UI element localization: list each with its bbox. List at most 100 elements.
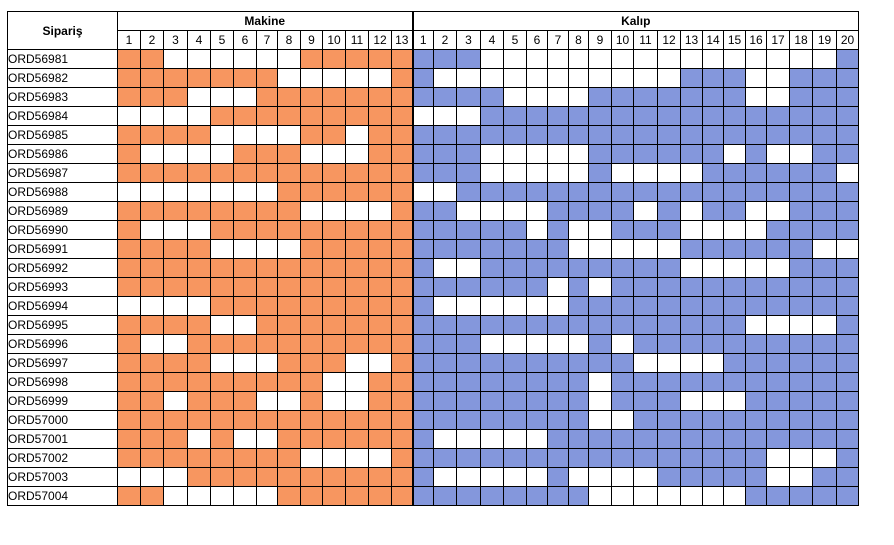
kalip-cell bbox=[766, 334, 790, 354]
makine-cell bbox=[163, 410, 188, 430]
kalip-cell bbox=[503, 201, 527, 221]
makine-cell bbox=[300, 467, 323, 487]
kalip-cell bbox=[680, 277, 703, 297]
kalip-cell bbox=[657, 144, 681, 164]
kalip-cell bbox=[480, 486, 504, 506]
makine-cell bbox=[391, 429, 413, 449]
kalip-cell bbox=[836, 391, 859, 411]
makine-cell bbox=[277, 353, 301, 373]
makine-cell bbox=[233, 163, 257, 183]
kalip-cell bbox=[611, 182, 634, 202]
kalip-cell bbox=[588, 68, 612, 88]
makine-cell bbox=[117, 410, 141, 430]
makine-cell bbox=[391, 353, 413, 373]
kalip-cell bbox=[745, 258, 767, 278]
makine-cell bbox=[256, 334, 278, 354]
kalip-cell bbox=[547, 163, 569, 183]
makine-cell bbox=[140, 49, 164, 69]
kalip-cell bbox=[611, 334, 634, 354]
kalip-cell bbox=[547, 87, 569, 107]
kalip-cell bbox=[547, 372, 569, 392]
kalip-cell bbox=[702, 258, 724, 278]
kalip-cell bbox=[657, 163, 681, 183]
kalip-cell bbox=[433, 448, 457, 468]
makine-cell bbox=[233, 258, 257, 278]
table-row: ORD56995 bbox=[7, 315, 859, 335]
kalip-cell bbox=[568, 296, 589, 316]
kalip-cell bbox=[633, 486, 658, 506]
makine-cell bbox=[187, 467, 211, 487]
order-id: ORD57002 bbox=[7, 448, 118, 468]
makine-cell bbox=[163, 391, 188, 411]
table-row: ORD56990 bbox=[7, 220, 859, 240]
makine-cell bbox=[163, 182, 188, 202]
kalip-cell bbox=[411, 467, 434, 487]
makine-cell bbox=[277, 334, 301, 354]
kalip-col-9: 9 bbox=[588, 30, 612, 50]
kalip-cell bbox=[503, 467, 527, 487]
makine-cell bbox=[163, 87, 188, 107]
makine-cell bbox=[117, 258, 141, 278]
kalip-cell bbox=[812, 87, 837, 107]
kalip-header: Kalıp bbox=[411, 11, 859, 31]
makine-cell bbox=[345, 296, 369, 316]
makine-cell bbox=[391, 467, 413, 487]
kalip-cell bbox=[588, 429, 612, 449]
makine-cell bbox=[256, 201, 278, 221]
kalip-col-16: 16 bbox=[745, 30, 767, 50]
kalip-cell bbox=[766, 315, 790, 335]
makine-cell bbox=[300, 410, 323, 430]
makine-cell bbox=[210, 486, 234, 506]
makine-cell bbox=[117, 49, 141, 69]
kalip-cell bbox=[702, 125, 724, 145]
makine-cell bbox=[163, 448, 188, 468]
kalip-cell bbox=[456, 87, 481, 107]
kalip-cell bbox=[633, 87, 658, 107]
makine-cell bbox=[322, 429, 346, 449]
makine-cell bbox=[391, 372, 413, 392]
table-row: ORD56989 bbox=[7, 201, 859, 221]
kalip-cell bbox=[789, 353, 813, 373]
makine-cell bbox=[187, 391, 211, 411]
kalip-cell bbox=[657, 201, 681, 221]
kalip-cell bbox=[547, 410, 569, 430]
kalip-cell bbox=[745, 410, 767, 430]
kalip-cell bbox=[836, 448, 859, 468]
makine-cell bbox=[233, 125, 257, 145]
kalip-cell bbox=[702, 144, 724, 164]
makine-cell bbox=[368, 277, 392, 297]
makine-cell bbox=[277, 201, 301, 221]
makine-cell bbox=[391, 49, 413, 69]
makine-col-7: 7 bbox=[256, 30, 278, 50]
kalip-cell bbox=[812, 315, 837, 335]
kalip-cell bbox=[723, 49, 746, 69]
order-id: ORD56985 bbox=[7, 125, 118, 145]
makine-cell bbox=[368, 87, 392, 107]
makine-col-4: 4 bbox=[187, 30, 211, 50]
kalip-cell bbox=[723, 106, 746, 126]
kalip-cell bbox=[526, 391, 548, 411]
makine-cell bbox=[391, 144, 413, 164]
kalip-cell bbox=[836, 49, 859, 69]
makine-cell bbox=[256, 258, 278, 278]
makine-cell bbox=[140, 448, 164, 468]
kalip-col-12: 12 bbox=[657, 30, 681, 50]
makine-cell bbox=[163, 144, 188, 164]
kalip-cell bbox=[611, 106, 634, 126]
makine-cell bbox=[277, 68, 301, 88]
makine-cell bbox=[322, 239, 346, 259]
makine-cell bbox=[256, 277, 278, 297]
kalip-cell bbox=[433, 125, 457, 145]
makine-cell bbox=[117, 353, 141, 373]
makine-cell bbox=[391, 296, 413, 316]
kalip-cell bbox=[588, 201, 612, 221]
kalip-cell bbox=[702, 201, 724, 221]
kalip-cell bbox=[633, 467, 658, 487]
makine-cell bbox=[256, 163, 278, 183]
kalip-cell bbox=[657, 277, 681, 297]
makine-cell bbox=[233, 87, 257, 107]
makine-cell bbox=[140, 144, 164, 164]
kalip-cell bbox=[480, 467, 504, 487]
kalip-cell bbox=[702, 429, 724, 449]
kalip-cell bbox=[812, 391, 837, 411]
